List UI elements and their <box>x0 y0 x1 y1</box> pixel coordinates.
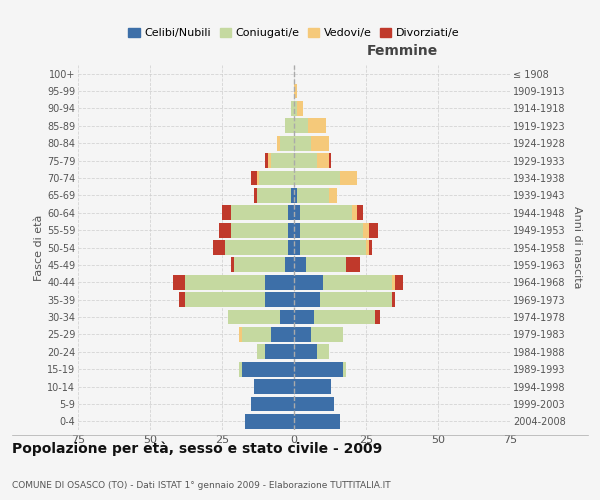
Bar <box>254 188 257 202</box>
Bar <box>311 327 343 342</box>
Bar <box>317 153 329 168</box>
Bar <box>245 414 294 428</box>
Legend: Celibi/Nubili, Coniugati/e, Vedovi/e, Divorziati/e: Celibi/Nubili, Coniugati/e, Vedovi/e, Di… <box>124 23 464 42</box>
Bar <box>294 153 317 168</box>
Bar <box>219 222 230 238</box>
Bar <box>329 188 337 202</box>
Bar <box>265 292 294 307</box>
Bar <box>228 310 280 324</box>
Bar <box>222 206 230 220</box>
Bar <box>257 344 265 359</box>
Bar <box>214 240 225 255</box>
Bar <box>185 275 265 289</box>
Bar <box>395 275 403 289</box>
Bar <box>271 327 294 342</box>
Bar <box>291 101 294 116</box>
Bar <box>286 118 294 133</box>
Bar <box>257 170 259 186</box>
Bar <box>239 327 242 342</box>
Bar <box>271 153 294 168</box>
Bar <box>358 206 363 220</box>
Bar <box>294 101 297 116</box>
Bar <box>294 379 331 394</box>
Bar <box>242 327 271 342</box>
Bar <box>343 362 346 376</box>
Bar <box>300 206 352 220</box>
Bar <box>305 258 346 272</box>
Bar <box>288 222 294 238</box>
Bar <box>230 206 288 220</box>
Bar <box>233 258 286 272</box>
Text: COMUNE DI OSASCO (TO) - Dati ISTAT 1° gennaio 2009 - Elaborazione TUTTITALIA.IT: COMUNE DI OSASCO (TO) - Dati ISTAT 1° ge… <box>12 480 391 490</box>
Bar <box>294 240 300 255</box>
Bar <box>300 222 363 238</box>
Bar <box>366 240 369 255</box>
Bar <box>294 170 340 186</box>
Bar <box>297 188 329 202</box>
Bar <box>265 344 294 359</box>
Bar <box>294 327 311 342</box>
Bar <box>294 84 297 98</box>
Bar <box>369 222 377 238</box>
Bar <box>320 292 392 307</box>
Bar <box>346 258 360 272</box>
Bar <box>294 222 300 238</box>
Bar <box>179 292 185 307</box>
Bar <box>230 222 288 238</box>
Bar <box>317 344 329 359</box>
Bar <box>294 258 305 272</box>
Bar <box>329 153 331 168</box>
Bar <box>294 310 314 324</box>
Bar <box>242 362 294 376</box>
Bar <box>268 153 271 168</box>
Bar <box>311 136 329 150</box>
Y-axis label: Fasce di età: Fasce di età <box>34 214 44 280</box>
Bar <box>239 362 242 376</box>
Bar <box>173 275 185 289</box>
Bar <box>294 206 300 220</box>
Bar <box>280 136 294 150</box>
Bar <box>294 136 311 150</box>
Bar <box>340 170 358 186</box>
Text: Popolazione per età, sesso e stato civile - 2009: Popolazione per età, sesso e stato civil… <box>12 441 382 456</box>
Bar <box>308 118 326 133</box>
Bar <box>294 292 320 307</box>
Bar <box>369 240 372 255</box>
Bar <box>314 310 374 324</box>
Bar <box>251 396 294 411</box>
Bar <box>254 379 294 394</box>
Bar <box>294 188 297 202</box>
Y-axis label: Anni di nascita: Anni di nascita <box>572 206 582 289</box>
Bar <box>230 258 233 272</box>
Bar <box>257 188 291 202</box>
Bar <box>288 206 294 220</box>
Bar <box>280 310 294 324</box>
Bar <box>363 222 369 238</box>
Bar <box>225 240 288 255</box>
Bar <box>251 170 257 186</box>
Bar <box>259 170 294 186</box>
Bar <box>297 101 302 116</box>
Bar <box>323 275 392 289</box>
Bar <box>291 188 294 202</box>
Bar <box>392 292 395 307</box>
Bar <box>294 344 317 359</box>
Bar <box>185 292 265 307</box>
Bar <box>352 206 358 220</box>
Bar <box>392 275 395 289</box>
Bar <box>294 362 343 376</box>
Bar <box>294 275 323 289</box>
Bar <box>288 240 294 255</box>
Bar <box>300 240 366 255</box>
Text: Femmine: Femmine <box>367 44 437 58</box>
Bar <box>294 414 340 428</box>
Bar <box>374 310 380 324</box>
Bar <box>294 118 308 133</box>
Bar <box>265 275 294 289</box>
Bar <box>294 396 334 411</box>
Bar <box>286 258 294 272</box>
Bar <box>265 153 268 168</box>
Bar <box>277 136 280 150</box>
